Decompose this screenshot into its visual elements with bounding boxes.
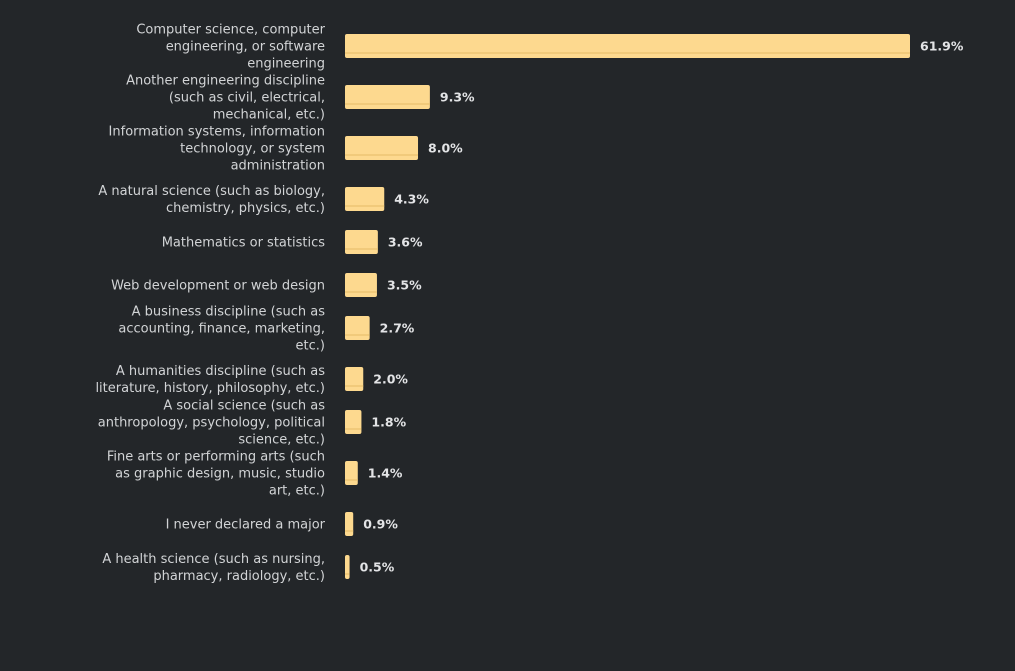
category-label-line: art, etc.) — [269, 484, 325, 499]
category-label: Fine arts or performing arts (such as gra… — [107, 450, 325, 499]
value-labels: 61.9% 9.3% 8.0% 4.3% 3.6% 3.5% 2.7% 2.0% 1.8% 1.4… — [360, 39, 964, 575]
category-label-line: as graphic design, music, studio — [115, 467, 325, 482]
bar-shade — [345, 479, 358, 481]
category-label-line: Another engineering discipline — [126, 74, 325, 89]
value-label: 4.3% — [394, 192, 429, 207]
category-label-line: technology, or system — [180, 142, 325, 157]
value-label: 0.9% — [363, 517, 398, 532]
value-label: 9.3% — [440, 90, 475, 105]
bar-shade — [345, 103, 430, 105]
category-label: A health science (such as nursing, pharma… — [102, 552, 325, 584]
category-label-line: anthropology, psychology, political — [98, 416, 325, 431]
value-label: 8.0% — [428, 141, 463, 156]
category-label: A natural science (such as biology, chemi… — [98, 184, 325, 216]
bar-rect — [345, 187, 385, 211]
category-label-line: chemistry, physics, etc.) — [166, 201, 325, 216]
value-label: 1.4% — [368, 466, 403, 481]
category-label-line: Mathematics or statistics — [162, 236, 326, 251]
category-label-line: Computer science, computer — [136, 23, 325, 38]
value-label: 3.6% — [388, 235, 423, 250]
bar — [345, 461, 358, 485]
category-label-line: (such as civil, electrical, — [169, 91, 325, 106]
bar-rect — [345, 34, 910, 58]
bar — [345, 555, 350, 579]
bar — [345, 136, 419, 160]
category-label: Mathematics or statistics — [162, 236, 326, 251]
category-label-line: A health science (such as nursing, — [102, 552, 325, 567]
bar-shade — [345, 334, 370, 336]
bar-shade — [345, 154, 419, 156]
bar-rect — [345, 316, 370, 340]
category-label-line: engineering — [247, 57, 325, 72]
category-label-line: administration — [231, 159, 325, 174]
bar — [345, 273, 377, 297]
category-label-line: A social science (such as — [163, 399, 325, 414]
category-label-line: literature, history, philosophy, etc.) — [95, 381, 325, 396]
bar-shade — [345, 52, 910, 54]
bar-shade — [345, 385, 364, 387]
bar-rect — [345, 555, 350, 579]
bar-rect — [345, 85, 430, 109]
bar — [345, 85, 430, 109]
bar-rect — [345, 136, 419, 160]
category-label-line: Information systems, information — [109, 125, 325, 140]
category-label-line: engineering, or software — [166, 40, 325, 55]
bar-shade — [345, 248, 378, 250]
category-label-line: mechanical, etc.) — [213, 108, 325, 123]
bar-rect — [345, 367, 364, 391]
category-label-line: A business discipline (such as — [132, 305, 326, 320]
value-label: 2.7% — [380, 321, 415, 336]
category-label: Another engineering discipline (such as c… — [126, 74, 325, 123]
value-label: 0.5% — [360, 560, 395, 575]
bar-rect — [345, 410, 362, 434]
bar-rect — [345, 273, 377, 297]
bar — [345, 512, 354, 536]
category-label-line: etc.) — [296, 339, 325, 354]
category-label: A business discipline (such as accounting… — [118, 305, 325, 354]
bar-shade — [345, 205, 385, 207]
category-label-line: I never declared a major — [166, 518, 326, 533]
bar — [345, 34, 910, 58]
value-label: 61.9% — [920, 39, 964, 54]
bar — [345, 367, 364, 391]
value-label: 1.8% — [371, 415, 406, 430]
category-label: A humanities discipline (such as literatu… — [95, 364, 325, 396]
bar-rect — [345, 461, 358, 485]
bar-shade — [345, 428, 362, 430]
value-label: 3.5% — [387, 278, 422, 293]
value-label: 2.0% — [373, 372, 408, 387]
bar-rect — [345, 230, 378, 254]
category-label-line: Web development or web design — [111, 279, 325, 294]
bar — [345, 316, 370, 340]
bar-rect — [345, 512, 354, 536]
category-label: Information systems, information technolo… — [109, 125, 325, 174]
category-label-line: A natural science (such as biology, — [98, 184, 325, 199]
bar-shade — [345, 573, 350, 575]
category-label-line: science, etc.) — [238, 433, 325, 448]
category-label: Web development or web design — [111, 279, 325, 294]
bar — [345, 187, 385, 211]
bar — [345, 230, 378, 254]
bar-shade — [345, 530, 354, 532]
category-labels: Computer science, computer engineering, o… — [95, 23, 325, 585]
category-label: I never declared a major — [166, 518, 326, 533]
category-label-line: A humanities discipline (such as — [116, 364, 325, 379]
category-label: A social science (such as anthropology, p… — [98, 399, 325, 448]
category-label-line: pharmacy, radiology, etc.) — [153, 569, 325, 584]
category-label-line: Fine arts or performing arts (such — [107, 450, 325, 465]
category-label: Computer science, computer engineering, o… — [136, 23, 325, 72]
bars-layer — [345, 34, 910, 579]
category-label-line: accounting, finance, marketing, — [118, 322, 325, 337]
bar — [345, 410, 362, 434]
bar-shade — [345, 291, 377, 293]
